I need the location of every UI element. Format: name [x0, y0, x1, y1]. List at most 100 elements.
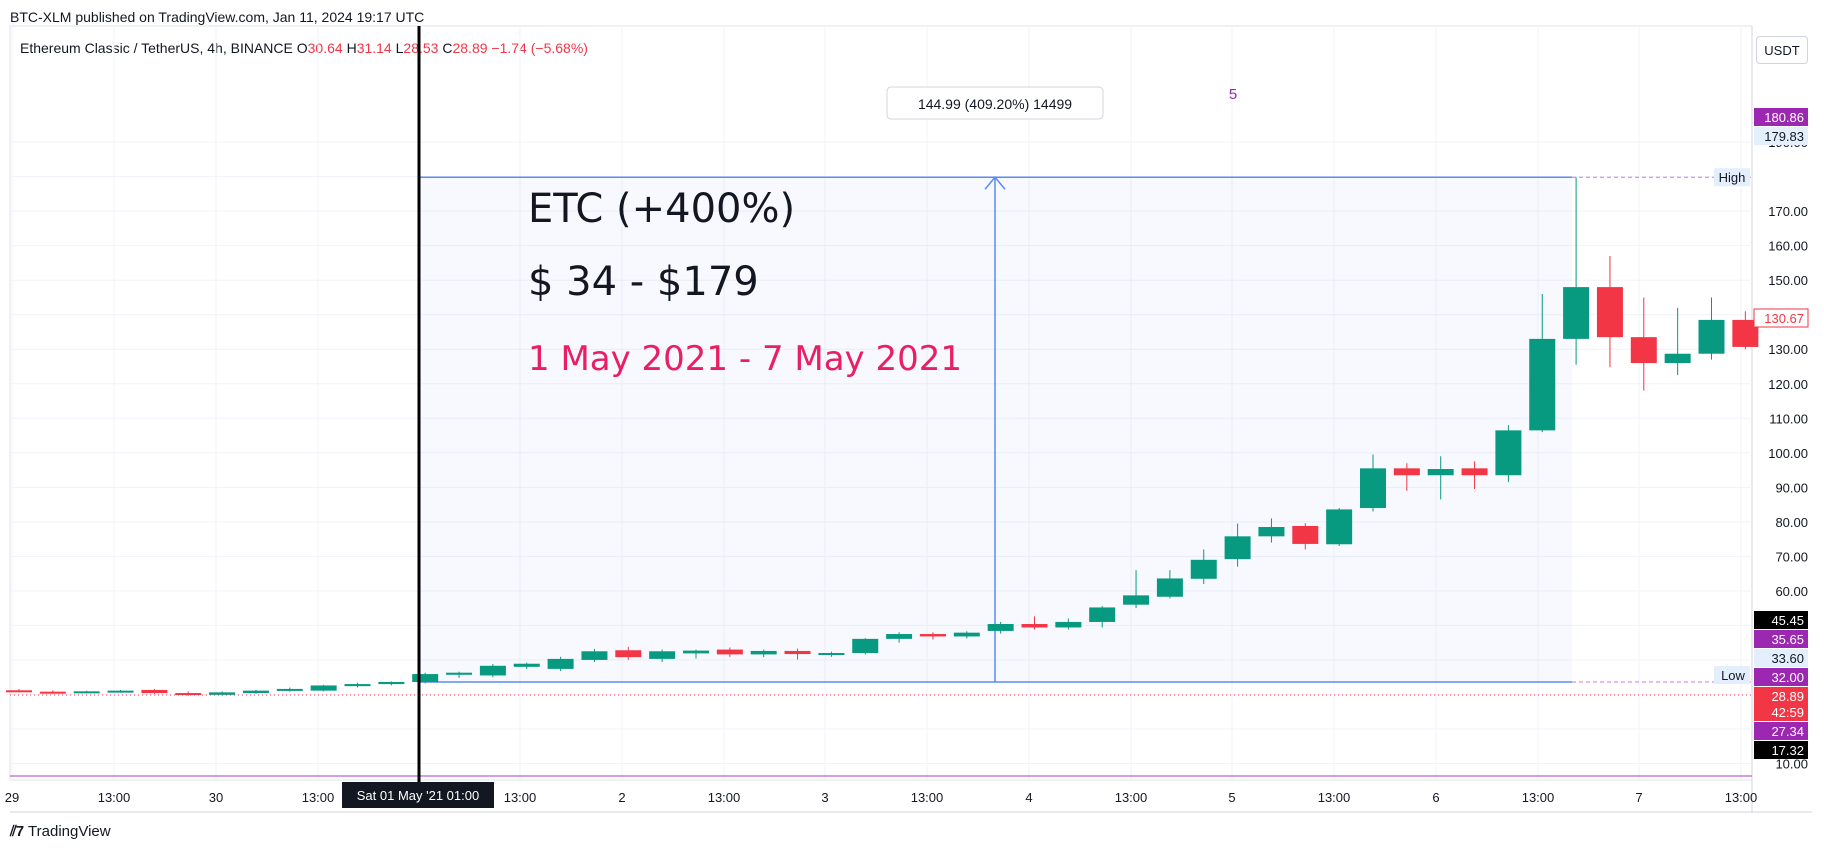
price-badge — [1754, 611, 1808, 629]
elliott-wave-label: 5 — [1229, 86, 1237, 103]
x-tick-label: 13:00 — [1522, 790, 1555, 805]
price-badge — [1754, 649, 1808, 667]
price-badge-label: 45.45 — [1771, 613, 1804, 628]
publish-line: BTC-XLM published on TradingView.com, Ja… — [10, 9, 425, 25]
tradingview-footer: ⫽7 TradingView — [10, 823, 111, 840]
high-label: High — [1719, 170, 1746, 185]
candle-body — [446, 672, 473, 675]
crosshair-time-badge — [342, 782, 494, 808]
x-tick-label: 5 — [1228, 790, 1235, 805]
x-tick-label: 13:00 — [911, 790, 944, 805]
legend-open: O30.64 — [296, 40, 343, 56]
high-label-bg — [1714, 168, 1750, 187]
price-badge-label: 32.00 — [1771, 670, 1804, 685]
price-badge-label: 27.34 — [1771, 724, 1804, 739]
annotation-dates: 1 May 2021 - 7 May 2021 — [528, 339, 962, 379]
x-tick-label: 2 — [618, 790, 625, 805]
price-badge-label: 180.86 — [1764, 110, 1804, 125]
x-tick-label: 13:00 — [1725, 790, 1758, 805]
y-tick-label: 100.00 — [1768, 446, 1808, 461]
price-badge-label: 42:59 — [1771, 705, 1804, 720]
candle-body — [1563, 287, 1590, 339]
low-label-bg — [1714, 666, 1750, 685]
currency-button[interactable]: USDT — [1756, 36, 1808, 64]
y-tick-label: 10.00 — [1775, 756, 1808, 771]
candle-body — [1529, 338, 1556, 431]
legend-high: H31.14 — [346, 40, 392, 56]
candle-body — [141, 689, 168, 694]
legend-close: C28.89 — [442, 40, 488, 56]
candle-body — [818, 653, 845, 656]
price-badge — [1754, 108, 1808, 126]
price-badge-label: 33.60 — [1771, 651, 1804, 666]
candle-body — [6, 690, 32, 693]
candle-body — [919, 634, 946, 637]
candle-body — [107, 690, 134, 693]
y-tick-label: 90.00 — [1775, 480, 1808, 495]
y-tick-label: 160.00 — [1768, 239, 1808, 254]
y-tick-label: 130.00 — [1768, 342, 1808, 357]
candle-body — [581, 651, 608, 660]
candle-body — [615, 650, 642, 658]
symbol-name[interactable]: Ethereum Classic / TetherUS, 4h, BINANCE — [20, 40, 293, 56]
candle-body — [344, 684, 371, 687]
price-badge — [1754, 127, 1808, 145]
candle-body — [750, 650, 777, 655]
candle-body — [1224, 536, 1251, 560]
tradingview-logo-icon: ⫽7 — [10, 823, 24, 840]
candle-body — [1123, 595, 1150, 605]
candle-body — [242, 690, 269, 694]
x-tick-label: 13:00 — [1115, 790, 1148, 805]
measure-label: 144.99 (409.20%) 14499 — [918, 96, 1072, 112]
annotation-title: ETC (+400%) — [528, 186, 795, 232]
price-badge — [1754, 630, 1808, 648]
x-tick-label: 13:00 — [504, 790, 537, 805]
y-tick-label: 170.00 — [1768, 204, 1808, 219]
candle-body — [1461, 468, 1488, 476]
tradingview-brand[interactable]: TradingView — [28, 823, 111, 840]
price-badge-label: 130.67 — [1764, 311, 1804, 326]
candle-body — [1664, 353, 1691, 364]
y-tick-label: 80.00 — [1775, 515, 1808, 530]
x-tick-label: 13:00 — [1318, 790, 1351, 805]
y-tick-label: 70.00 — [1775, 549, 1808, 564]
candle-body — [1393, 468, 1420, 476]
candle-body — [1089, 607, 1116, 622]
candle-body — [1630, 337, 1657, 364]
candle-body — [716, 649, 743, 655]
candle-body — [1495, 430, 1522, 476]
legend-low: L28.53 — [395, 40, 439, 56]
candle-body — [1021, 624, 1048, 628]
price-badge-label: 28.89 — [1771, 689, 1804, 704]
candle-body — [39, 691, 66, 694]
x-tick-label: 13:00 — [302, 790, 335, 805]
y-tick-label: 120.00 — [1768, 377, 1808, 392]
y-tick-label: 150.00 — [1768, 273, 1808, 288]
candle-body — [175, 693, 202, 696]
candle-body — [1258, 527, 1285, 537]
candle-body — [886, 634, 913, 639]
candle-body — [953, 632, 980, 637]
candle-body — [479, 665, 506, 676]
price-badge — [1754, 687, 1808, 705]
candle-body — [1427, 469, 1454, 476]
candle-body — [1360, 468, 1386, 509]
candle-body — [1190, 559, 1217, 579]
x-tick-label: 13:00 — [98, 790, 131, 805]
candle-body — [412, 674, 439, 683]
price-badge — [1754, 722, 1808, 740]
candle-body — [852, 638, 879, 654]
candle-body — [547, 658, 574, 669]
price-badge-label: 35.65 — [1771, 632, 1804, 647]
candle-body — [1596, 287, 1623, 338]
measure-arrow-head — [984, 176, 1006, 190]
price-badge — [1754, 741, 1808, 759]
candle-body — [784, 650, 811, 655]
candle-body — [649, 651, 676, 659]
candle-body — [513, 663, 540, 667]
x-tick-label: 6 — [1432, 790, 1439, 805]
y-tick-label: 60.00 — [1775, 584, 1808, 599]
x-tick-label: 13:00 — [708, 790, 741, 805]
price-badge — [1754, 668, 1808, 686]
